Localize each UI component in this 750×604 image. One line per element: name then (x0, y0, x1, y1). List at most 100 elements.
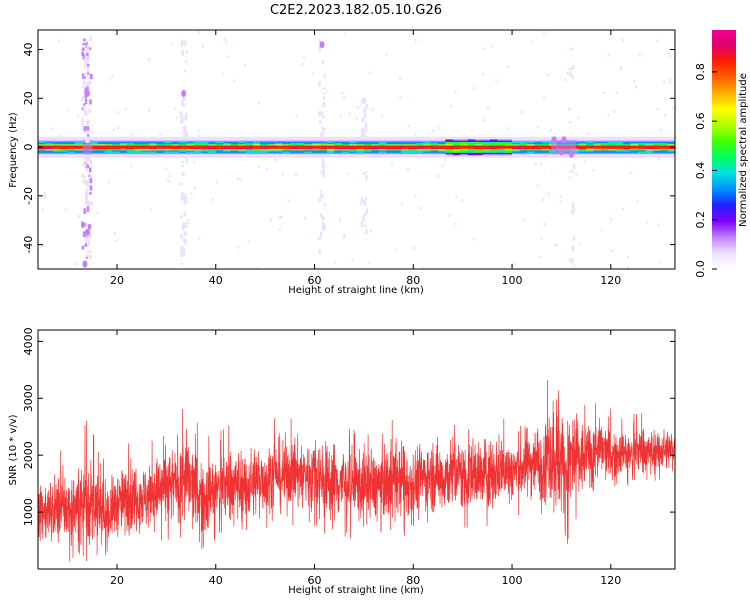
band-cell (163, 140, 172, 142)
band-cell (230, 140, 239, 142)
streak-mark (180, 234, 183, 240)
band-cell (297, 150, 306, 152)
band-cell (104, 142, 113, 145)
noise-mark (240, 92, 243, 95)
band-cell (119, 150, 128, 152)
noise-mark (201, 45, 204, 48)
noise-mark (130, 165, 133, 168)
streak-mark (571, 65, 575, 70)
band-cell (215, 139, 224, 141)
band-cell (193, 140, 202, 142)
band-cell (52, 137, 61, 140)
streak-mark (184, 56, 187, 61)
band-cell (149, 141, 157, 144)
band-cell (393, 137, 402, 140)
band-cell (497, 137, 506, 140)
streak-mark (182, 126, 185, 129)
band-peak-point (349, 145, 353, 149)
spectrogram-x-ticks: 20 40 60 80 100 120 (110, 30, 621, 287)
band-cell (393, 148, 402, 151)
band-cell (38, 142, 46, 145)
streak-mark (319, 133, 323, 136)
band-cell (430, 148, 439, 151)
streak-mark (362, 131, 365, 136)
band-cell (363, 142, 372, 145)
band-cell (549, 156, 557, 158)
noise-mark (372, 175, 375, 179)
noise-mark (579, 265, 582, 268)
band-cell (193, 144, 202, 146)
band-cell (400, 153, 409, 156)
band-cell (326, 151, 335, 153)
band-cell (275, 144, 283, 146)
band-cell (445, 142, 454, 145)
streak-mark (568, 129, 571, 134)
noise-mark (337, 94, 340, 97)
band-cell (600, 137, 609, 140)
noise-mark (555, 243, 558, 247)
noise-mark (577, 116, 580, 120)
noise-mark (489, 214, 492, 218)
streak-mark (320, 193, 323, 198)
band-cell (267, 141, 276, 144)
band-cell (237, 151, 246, 153)
band-cell (586, 152, 594, 155)
band-cell (460, 153, 469, 156)
band-cell (482, 152, 491, 155)
streak-mark (86, 125, 89, 132)
noise-mark (91, 131, 94, 135)
streak-mark (363, 213, 367, 217)
band-cell (356, 151, 365, 153)
band-cell (260, 152, 269, 155)
streak-mark (181, 160, 184, 164)
band-cell (667, 152, 675, 155)
streak-mark (181, 231, 185, 237)
band-cell (460, 139, 469, 141)
band-cell (467, 154, 476, 157)
band-cell (119, 148, 128, 151)
streak-mark (90, 200, 93, 206)
streak-mark (183, 211, 187, 217)
noise-mark (240, 178, 243, 182)
noise-mark (550, 171, 553, 174)
spectrogram-x-tick-label: 60 (308, 274, 322, 287)
spectrogram-x-tick-label: 120 (600, 274, 621, 287)
band-cell (652, 152, 661, 155)
band-cell (637, 139, 646, 141)
streak-mark (182, 239, 186, 242)
band-cell (97, 142, 106, 145)
band-cell (267, 144, 276, 146)
band-cell (304, 140, 313, 142)
band-cell (289, 140, 298, 142)
noise-mark (490, 101, 493, 104)
band-cell (45, 136, 54, 139)
band-cell (312, 141, 320, 144)
band-cell (408, 153, 417, 156)
band-cell (541, 141, 550, 144)
noise-mark (542, 96, 545, 100)
band-cell (504, 150, 513, 152)
band-cell (430, 140, 439, 142)
noise-mark (78, 215, 81, 218)
band-cell (112, 150, 120, 152)
band-cell (297, 136, 306, 139)
noise-mark (445, 113, 448, 117)
band-cell (445, 151, 454, 153)
band-cell (512, 136, 520, 139)
noise-mark (204, 257, 207, 260)
band-cell (149, 140, 157, 142)
noise-mark (577, 101, 580, 105)
band-cell (593, 139, 602, 141)
band-cell (460, 152, 469, 155)
band-cell (504, 154, 513, 157)
band-cell (156, 150, 165, 152)
band-cell (497, 144, 506, 146)
band-cell (608, 144, 617, 146)
band-cell (252, 142, 261, 145)
band-cell (556, 136, 565, 139)
noise-mark (633, 80, 636, 83)
band-cell (349, 139, 357, 141)
band-cell (297, 137, 306, 140)
streak-mark (571, 171, 575, 177)
band-cell (526, 150, 535, 152)
